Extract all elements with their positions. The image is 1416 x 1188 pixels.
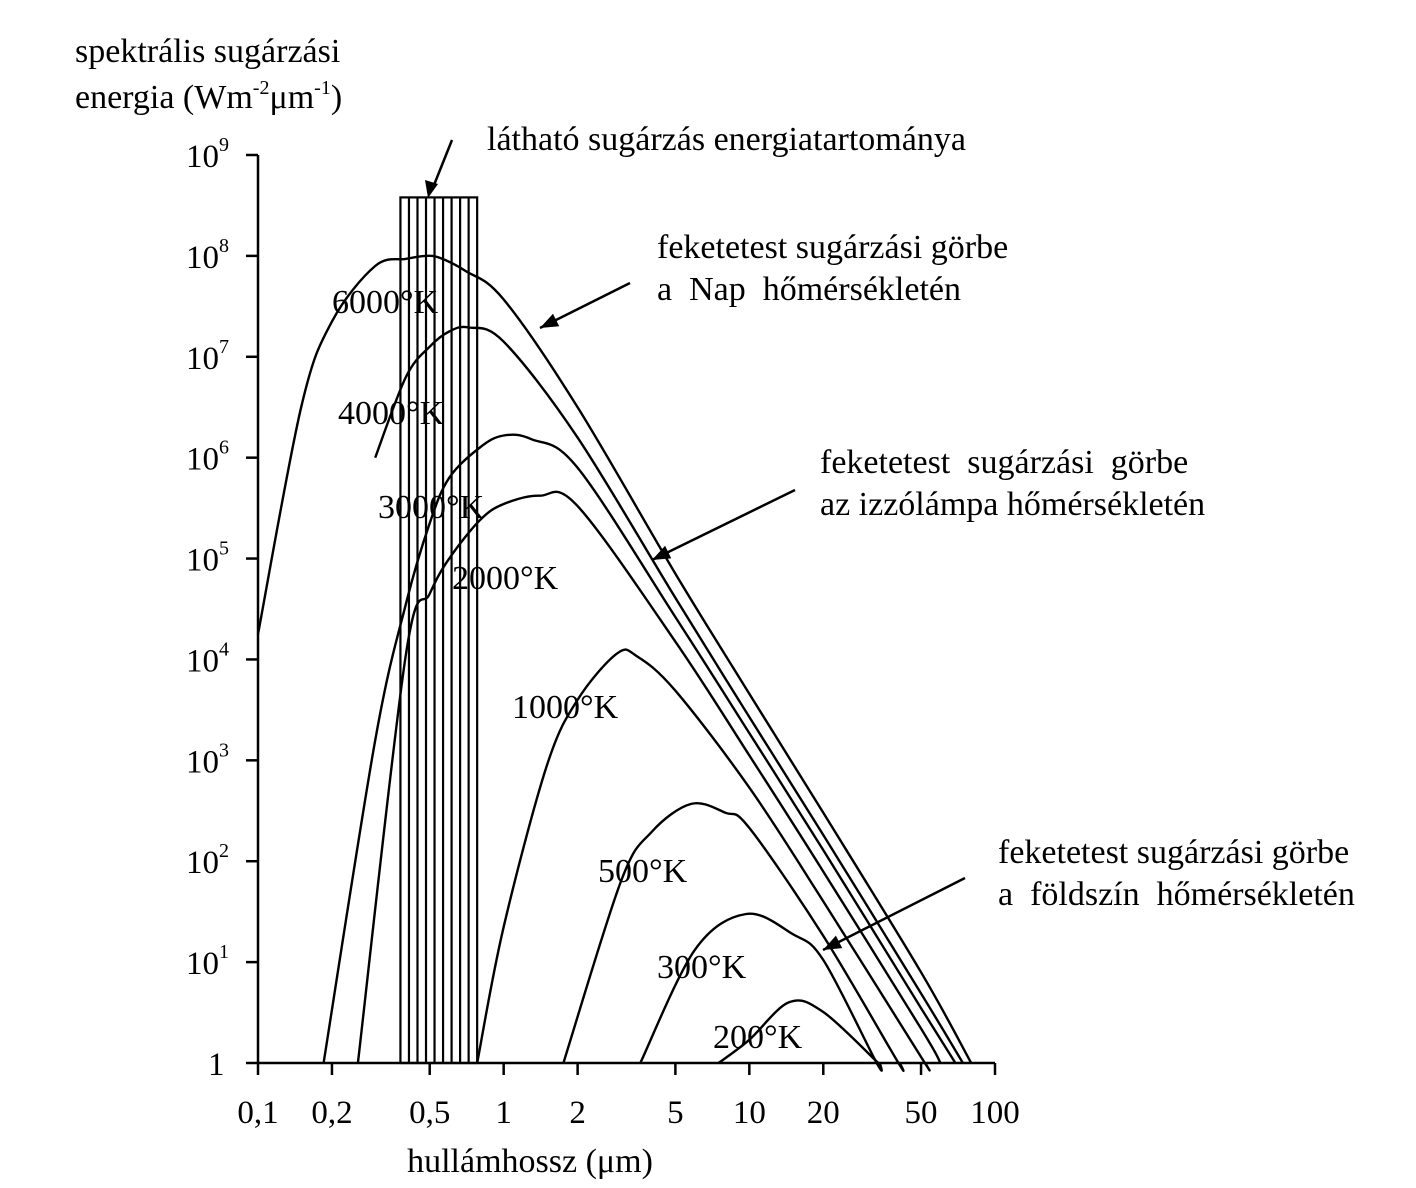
- lamp-annotation-arrow: [651, 488, 796, 562]
- x-tick-label: 0,5: [409, 1095, 450, 1131]
- lamp-annotation-line: feketetest sugárzási görbe: [820, 444, 1188, 481]
- visible-band-arrow: [430, 139, 454, 191]
- x-tick-label: 0,1: [237, 1095, 278, 1131]
- earth-annotation-arrow: [822, 876, 966, 952]
- curve-1000K: [476, 648, 931, 1072]
- y-tick-label: 105: [186, 538, 229, 579]
- x-ticks: 0,1 0,2 0,5 1 2 5 10 20 50 100: [237, 1063, 1020, 1131]
- y-tick-label: 1: [208, 1047, 225, 1083]
- y-tick-label: 103: [186, 739, 229, 780]
- curve-label: 200°K: [713, 1019, 803, 1056]
- x-tick-label: 50: [905, 1095, 938, 1131]
- y-tick-label: 102: [186, 840, 229, 881]
- x-tick-label: 0,2: [311, 1095, 352, 1131]
- x-tick-label: 1: [495, 1095, 512, 1131]
- curve-3000K: [322, 433, 957, 1064]
- earth-annotation-arrowhead: [823, 935, 843, 950]
- curve-label: 3000°K: [378, 489, 485, 526]
- curve-label: 500°K: [598, 853, 688, 890]
- y-ticks: 1 101 102 103 104 105 106 107 108 109: [186, 134, 258, 1083]
- sun-annotation-line: feketetest sugárzási görbe: [657, 229, 1008, 266]
- x-tick-label: 10: [733, 1095, 766, 1131]
- earth-annotation-line: feketetest sugárzási görbe: [998, 834, 1349, 871]
- y-axis-title-line2: energia (Wm-2μm-1): [75, 77, 342, 116]
- y-tick-label: 104: [186, 638, 229, 679]
- sun-annotation-line: a Nap hőmérsékletén: [657, 271, 961, 308]
- x-tick-label: 5: [667, 1095, 684, 1131]
- curve-label: 2000°K: [452, 560, 559, 597]
- curve-label: 1000°K: [512, 689, 619, 726]
- y-tick-label: 109: [186, 134, 229, 175]
- curve-label: 4000°K: [338, 395, 445, 432]
- visible-band-arrowhead: [425, 180, 438, 198]
- sun-annotation-arrowhead: [540, 313, 560, 328]
- curve-labels: 6000°K 4000°K 3000°K 2000°K 1000°K 500°K 300°K…: [332, 284, 803, 1056]
- y-axis-title-line1: spektrális sugárzási: [75, 33, 340, 70]
- earth-annotation-line: a földszín hőmérsékletén: [998, 876, 1355, 913]
- curve-4000K: [374, 325, 964, 1064]
- curve-label: 300°K: [657, 949, 747, 986]
- curve-label: 6000°K: [332, 284, 439, 321]
- curve-200K: [717, 999, 880, 1064]
- lamp-annotation-arrowhead: [652, 545, 672, 560]
- visible-band-rect: [399, 196, 479, 1065]
- annotations: feketetest sugárzási görbe a Nap hőmérsék…: [539, 229, 1355, 952]
- y-tick-label: 108: [186, 235, 229, 276]
- curves: [256, 254, 973, 1072]
- y-tick-label: 106: [186, 437, 229, 478]
- visible-band-label: látható sugárzás energiatartománya: [487, 121, 966, 158]
- x-tick-label: 20: [807, 1095, 840, 1131]
- x-axis-title: hullámhossz (μm): [407, 1143, 653, 1180]
- y-tick-label: 101: [186, 941, 229, 982]
- visible-light-band: látható sugárzás energiatartománya: [399, 121, 966, 1065]
- x-tick-label: 2: [569, 1095, 586, 1131]
- curve-2000K: [356, 490, 942, 1064]
- curve-6000K: [256, 254, 973, 1064]
- x-tick-label: 100: [970, 1095, 1020, 1131]
- curve-500K: [562, 802, 905, 1072]
- y-tick-label: 107: [186, 336, 229, 377]
- lamp-annotation-line: az izzólámpa hőmérsékletén: [820, 486, 1205, 523]
